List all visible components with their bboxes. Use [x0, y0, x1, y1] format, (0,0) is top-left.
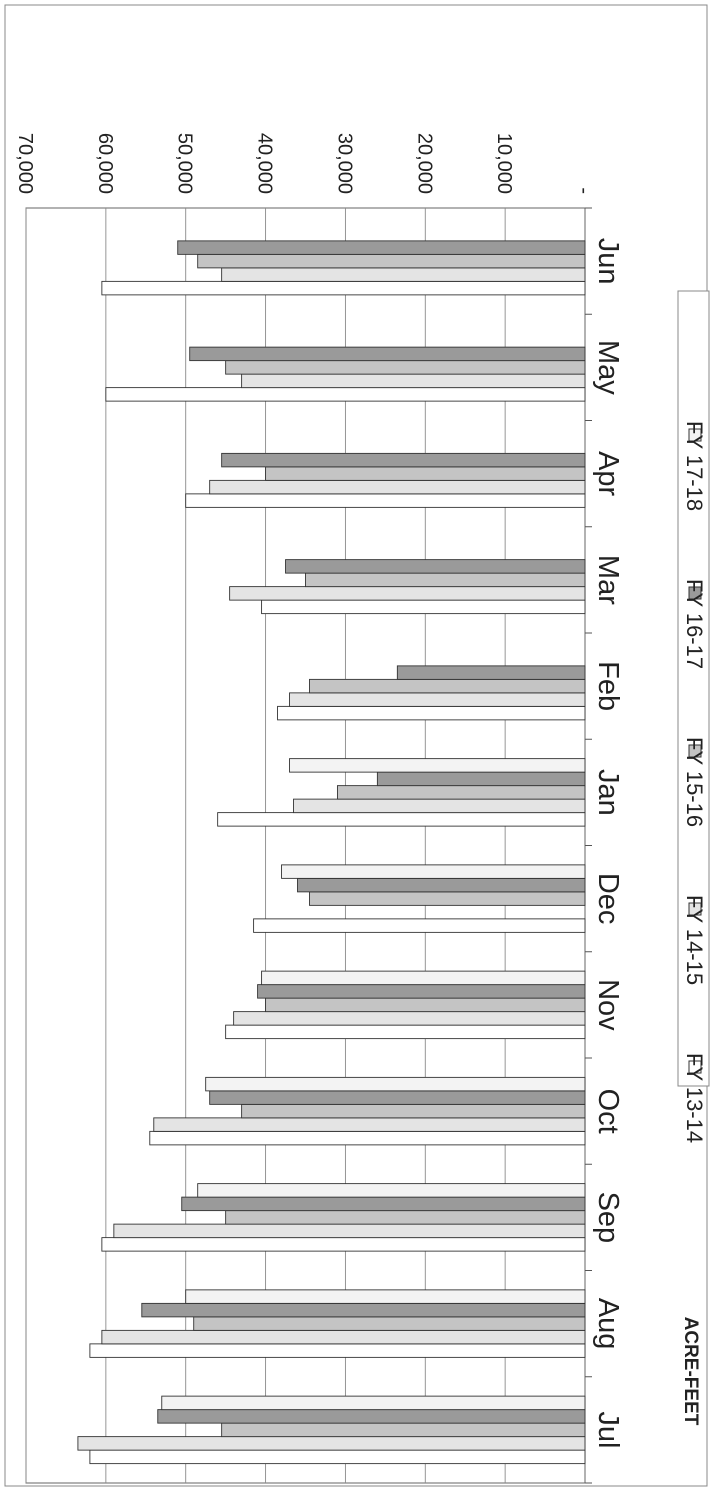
legend-box: [677, 290, 710, 1087]
y-tick-label: 10,000: [493, 133, 515, 194]
bar: [89, 1449, 586, 1465]
bar: [189, 346, 586, 362]
bar: [261, 970, 586, 986]
x-tick-label: Mar: [592, 555, 624, 605]
bar: [185, 493, 586, 508]
bar: [181, 1196, 586, 1212]
bar: [101, 1329, 586, 1345]
bar: [277, 705, 586, 721]
x-tick-label: Oct: [592, 1089, 624, 1134]
x-tick-label: Jul: [592, 1411, 624, 1448]
bar: [265, 997, 586, 1013]
bar: [241, 373, 586, 389]
bar: [141, 1302, 586, 1318]
x-tick-label: Dec: [592, 873, 624, 925]
bar: [101, 280, 586, 296]
bar: [396, 665, 586, 680]
legend-label: FY 14-15: [682, 895, 707, 985]
bar: [177, 240, 586, 255]
bar: [253, 918, 586, 933]
x-tick-label: Apr: [592, 451, 624, 496]
bar: [77, 1436, 586, 1451]
x-tick-label: Jan: [592, 769, 624, 816]
plot-area: [25, 207, 586, 1484]
bar: [225, 360, 586, 375]
bar: [225, 1210, 586, 1225]
bar: [185, 1289, 586, 1304]
bar: [209, 1090, 586, 1105]
bar: [89, 1343, 586, 1358]
y-tick-label: 60,000: [94, 133, 116, 194]
bar: [153, 1117, 586, 1132]
bar: [157, 1409, 586, 1424]
bar: [293, 798, 586, 814]
bar: [309, 891, 586, 906]
bar: [225, 1024, 586, 1040]
bar: [221, 1422, 586, 1438]
bar: [217, 812, 586, 827]
x-tick-label: May: [592, 340, 624, 395]
legend-swatch: [688, 744, 702, 758]
bar: [149, 1130, 586, 1146]
bar: [281, 864, 586, 879]
bar: [289, 692, 586, 707]
y-tick-label: -: [573, 187, 595, 194]
bar: [205, 1076, 586, 1092]
legend-swatch: [688, 1060, 702, 1074]
x-tick-label: Feb: [592, 661, 624, 711]
bar: [289, 758, 586, 773]
bar: [197, 253, 586, 269]
legend-swatch: [688, 902, 702, 916]
bar: [336, 785, 586, 800]
bar: [233, 1011, 586, 1026]
legend-label: FY 16-17: [682, 579, 707, 669]
legend-label: FY 17-18: [682, 421, 707, 511]
bar: [193, 1316, 586, 1331]
y-tick-label: 20,000: [413, 133, 435, 194]
bar: [241, 1103, 586, 1119]
y-tick-label: 50,000: [174, 133, 196, 194]
bar: [209, 479, 586, 495]
bar: [221, 267, 586, 282]
bar: [297, 877, 586, 893]
bar: [305, 572, 586, 588]
bar: [101, 1237, 586, 1252]
legend-label: FY 15-16: [682, 737, 707, 827]
legend-swatch: [688, 586, 702, 600]
bar: [229, 586, 586, 601]
bar: [105, 387, 586, 402]
y-tick-label: 30,000: [333, 133, 355, 194]
x-tick-label: Aug: [592, 1298, 624, 1350]
y-tick-label: 40,000: [254, 133, 276, 194]
bar: [376, 771, 586, 787]
legend-label: FY 13-14: [682, 1053, 707, 1143]
bar: [257, 984, 586, 999]
bar: [221, 452, 586, 468]
bar: [161, 1395, 586, 1411]
y-tick-label: 70,000: [14, 133, 36, 194]
y-axis-label: ACRE-FEET: [680, 1317, 701, 1426]
bar: [309, 678, 586, 694]
x-tick-label: Nov: [592, 979, 624, 1031]
bar: [197, 1183, 586, 1198]
x-tick-label: Sep: [592, 1192, 624, 1244]
bar: [265, 466, 586, 481]
x-tick-label: Jun: [592, 238, 624, 285]
legend-swatch: [688, 428, 702, 442]
bar: [285, 559, 586, 574]
bar: [261, 599, 586, 615]
bar: [113, 1223, 586, 1239]
